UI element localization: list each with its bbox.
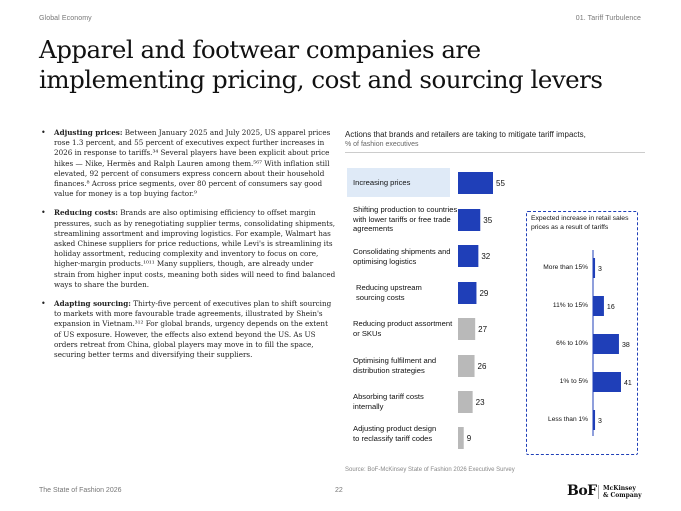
- bar-value-6: 23: [476, 398, 485, 407]
- inset-bar-4: [593, 410, 596, 430]
- chart-title: Actions that brands and retailers are ta…: [345, 130, 586, 139]
- bar-value-3: 29: [479, 289, 488, 298]
- mckinsey-logo-line2: & Company: [603, 492, 642, 499]
- bullet-heading: Adjusting prices:: [54, 128, 123, 137]
- highlight-band: [347, 168, 450, 197]
- inset-label-1-to-5: 1% to 5%: [559, 378, 588, 385]
- page-number: 22: [335, 487, 343, 494]
- inset-bar-value-3: 41: [624, 380, 632, 387]
- bof-logo: BoF: [567, 483, 597, 499]
- inset-label-6-to-10: 6% to 10%: [556, 340, 588, 347]
- source-note: Source: BoF-McKinsey State of Fashion 20…: [345, 467, 515, 473]
- footer-publication: The State of Fashion 2026: [39, 487, 122, 494]
- row-label-reducing-upstream: Reducing upstream sourcing costs: [356, 283, 422, 302]
- inset-label-11-to-15: 11% to 15%: [552, 302, 588, 309]
- inset-bar-0: [593, 258, 596, 278]
- inset-bar-value-0: 3: [598, 266, 602, 273]
- inset-bar-value-4: 3: [598, 418, 602, 425]
- bullet-heading: Reducing costs:: [54, 208, 118, 218]
- bar-3: [458, 282, 477, 304]
- chart-subtitle: % of fashion executives: [345, 141, 419, 148]
- inset-bar-value-1: 16: [607, 304, 615, 311]
- bar-value-7: 9: [467, 434, 472, 443]
- bar-1: [458, 209, 481, 231]
- bar-value-2: 32: [481, 252, 490, 261]
- row-label-adjusting-design: Adjusting product design to reclassify t…: [353, 424, 437, 443]
- bullet-adjusting-prices: Adjusting prices: Between January 2025 a…: [40, 128, 336, 199]
- inset-label-more-than-15: More than 15%: [543, 264, 588, 271]
- bar-4: [458, 318, 476, 340]
- inset-bar-chart: 3 16 38 41 3: [592, 250, 632, 436]
- page-title: Apparel and footwear companies are imple…: [39, 35, 603, 94]
- mckinsey-logo: McKinsey & Company: [603, 485, 642, 499]
- bar-7: [458, 427, 464, 449]
- row-label-optimising-fulfilment: Optimising fulfilment and distribution s…: [353, 356, 437, 375]
- header-section-label: Global Economy: [39, 15, 92, 22]
- row-label-absorbing-costs: Absorbing tariff costs internally: [353, 392, 424, 411]
- mckinsey-logo-line1: McKinsey: [603, 485, 636, 492]
- inset-bar-3: [593, 372, 621, 392]
- bar-5: [458, 355, 475, 377]
- row-label-reducing-assortment: Reducing product assortment or SKUs: [353, 319, 453, 338]
- inset-bar-2: [593, 334, 619, 354]
- bullet-reducing-costs: Reducing costs: Brands are also optimisi…: [40, 208, 336, 290]
- inset-label-less-than-1: Less than 1%: [548, 416, 588, 423]
- divider: [345, 152, 645, 153]
- header-chapter-label: 01. Tariff Turbulence: [575, 15, 641, 22]
- body-text: Adjusting prices: Between January 2025 a…: [40, 128, 336, 369]
- inset-bar-1: [593, 296, 604, 316]
- bullet-heading: Adapting sourcing:: [54, 299, 131, 309]
- row-label-increasing-prices: Increasing prices: [353, 178, 411, 187]
- bar-0: [458, 172, 493, 194]
- bar-value-4: 27: [478, 325, 487, 334]
- bullet-text: Between January 2025 and July 2025, US a…: [54, 128, 331, 199]
- row-label-consolidating-shipments: Consolidating shipments and optimising l…: [353, 247, 451, 266]
- bar-value-1: 35: [483, 216, 492, 225]
- bar-value-5: 26: [478, 362, 487, 371]
- main-bar-chart: 55 35 32 29 27 26 23 9: [458, 172, 505, 449]
- inset-title: Expected increase in retail sales prices…: [531, 215, 629, 231]
- row-label-shifting-production: Shifting production to countries with lo…: [353, 205, 458, 233]
- bullet-text: Brands are also optimising efficiency to…: [54, 208, 336, 289]
- bar-2: [458, 245, 479, 267]
- logo-divider: [598, 485, 599, 499]
- inset-bar-value-2: 38: [622, 342, 630, 349]
- bullet-adapting-sourcing: Adapting sourcing: Thirty-five percent o…: [40, 299, 336, 360]
- bullet-text: Thirty-five percent of executives plan t…: [54, 299, 332, 360]
- inset-panel: [526, 211, 638, 455]
- bar-6: [458, 391, 473, 413]
- bar-value-0: 55: [496, 179, 505, 188]
